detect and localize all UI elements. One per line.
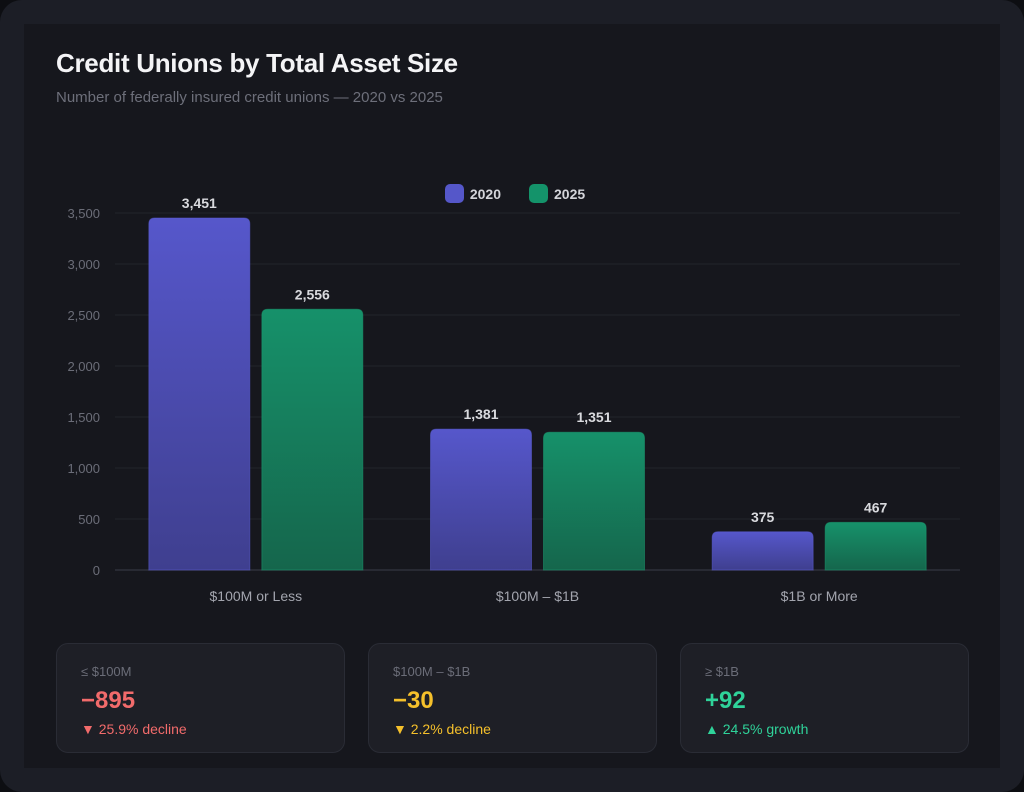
y-tick-label: 1,500 — [67, 410, 100, 425]
x-tick-label: $1B or More — [781, 588, 858, 604]
legend-item-2020[interactable]: 2020 — [444, 184, 501, 203]
stat-value: −30 — [393, 687, 434, 714]
bar-2025 — [543, 431, 645, 571]
stat-label: ≤ $100M — [81, 664, 132, 679]
bar-value-label: 1,351 — [576, 409, 611, 425]
bar-2020 — [711, 531, 814, 571]
y-tick-label: 2,000 — [67, 359, 100, 374]
chart-title: Credit Unions by Total Asset Size — [56, 48, 458, 78]
y-tick-label: 1,000 — [67, 461, 100, 476]
grid-lines — [115, 212, 960, 571]
bar-value-label: 1,381 — [463, 406, 498, 422]
bar-2025 — [261, 308, 364, 571]
y-axis: 0 500 1,000 1,500 2,000 2,500 3,000 3,500 — [67, 206, 100, 578]
legend-swatch-2020 — [444, 184, 464, 203]
stat-cards: ≤ $100M −895 ▼ 25.9% decline $100M – $1B… — [56, 643, 969, 753]
legend-swatch-2025 — [529, 184, 548, 203]
x-tick-label: $100M or Less — [210, 588, 303, 604]
stat-card-mid: $100M – $1B −30 ▼ 2.2% decline — [368, 643, 657, 753]
stat-value: −895 — [81, 687, 136, 714]
y-tick-label: 0 — [93, 563, 100, 578]
legend-label-2025: 2025 — [554, 185, 586, 202]
x-axis: $100M or Less $100M – $1B $1B or More — [210, 588, 858, 604]
stat-note: ▼ 2.2% decline — [393, 721, 491, 737]
bar-2025 — [824, 521, 927, 571]
stat-value: +92 — [705, 687, 746, 714]
stat-note: ▼ 25.9% decline — [81, 721, 187, 737]
y-tick-label: 3,500 — [67, 206, 100, 221]
x-tick-label: $100M – $1B — [496, 588, 579, 604]
bar-value-label: 3,451 — [182, 195, 217, 211]
y-tick-label: 500 — [78, 512, 100, 527]
legend-label-2020: 2020 — [469, 185, 501, 202]
bar-2020 — [148, 217, 251, 571]
stat-card-small: ≤ $100M −895 ▼ 25.9% decline — [56, 643, 345, 753]
legend-item-2025[interactable]: 2025 — [529, 184, 585, 203]
stat-note: ▲ 24.5% growth — [705, 721, 809, 737]
stat-card-large: ≥ $1B +92 ▲ 24.5% growth — [680, 643, 969, 753]
bar-value-label: 467 — [864, 499, 888, 515]
y-tick-label: 2,500 — [67, 308, 100, 323]
bar-value-label: 2,556 — [295, 286, 330, 302]
bar-value-label: 375 — [751, 509, 775, 525]
stat-label: $100M – $1B — [393, 664, 471, 679]
stat-label: ≥ $1B — [705, 664, 739, 679]
bar-2020 — [430, 428, 532, 571]
chart-legend: 2020 2025 — [0, 184, 1024, 203]
bars: 3,451 2,556 1,381 1,351 375 467 — [148, 195, 927, 571]
y-tick-label: 3,000 — [67, 257, 100, 272]
chart-subtitle: Number of federally insured credit union… — [56, 89, 443, 106]
